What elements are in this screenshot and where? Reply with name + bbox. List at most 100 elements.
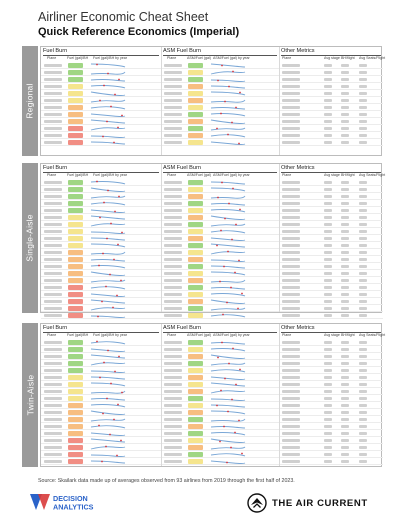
panel-rule bbox=[163, 332, 277, 333]
column-header: Plane bbox=[282, 56, 292, 60]
table-row bbox=[161, 256, 279, 263]
heat-cell bbox=[188, 306, 203, 311]
plane-cell bbox=[44, 446, 62, 449]
heat-cell bbox=[68, 243, 83, 248]
heat-cell bbox=[68, 91, 83, 96]
plane-cell bbox=[164, 99, 182, 102]
table-row bbox=[279, 395, 383, 402]
metric-cell bbox=[324, 397, 332, 400]
metric-cell bbox=[359, 134, 367, 137]
plane-cell bbox=[44, 460, 62, 463]
metric-cell bbox=[359, 432, 367, 435]
sparkline bbox=[210, 307, 246, 311]
metric-cell bbox=[341, 369, 349, 372]
metric-cell bbox=[324, 237, 332, 240]
plane-cell bbox=[44, 64, 62, 67]
plane-cell bbox=[44, 258, 62, 261]
sparkline bbox=[90, 91, 126, 96]
heat-cell bbox=[68, 438, 83, 443]
sparkline bbox=[210, 112, 246, 117]
spark-marker bbox=[107, 349, 109, 352]
metric-cell bbox=[341, 411, 349, 414]
spark-marker bbox=[98, 264, 100, 267]
table-row bbox=[41, 179, 161, 186]
metric-cell bbox=[341, 341, 349, 344]
plane-cell bbox=[164, 92, 182, 95]
table-row bbox=[279, 374, 383, 381]
spark-marker bbox=[216, 404, 218, 407]
column-header: ASM/Fuel (gal) by year bbox=[213, 173, 250, 177]
table-row bbox=[41, 374, 161, 381]
table-row bbox=[41, 270, 161, 277]
metric-cell bbox=[359, 78, 367, 81]
plane-cell bbox=[164, 188, 182, 191]
panel-other: Other Metrics Plane Avg stage BH/flight Avg … bbox=[279, 47, 385, 155]
table-row bbox=[41, 284, 161, 291]
sparkline bbox=[210, 347, 246, 352]
table-row bbox=[161, 339, 279, 346]
plane-cell bbox=[44, 390, 62, 393]
panel-title: Fuel Burn bbox=[43, 48, 68, 54]
heat-cell bbox=[188, 438, 203, 443]
metric-cell bbox=[359, 251, 367, 254]
spark-marker bbox=[220, 389, 222, 392]
metric-cell bbox=[341, 446, 349, 449]
table-row bbox=[41, 193, 161, 200]
plane-cell bbox=[44, 362, 62, 365]
heat-cell bbox=[68, 112, 83, 117]
heat-cell bbox=[68, 271, 83, 276]
spark-marker bbox=[219, 280, 221, 283]
heat-cell bbox=[188, 215, 203, 220]
heat-cell bbox=[188, 236, 203, 241]
metric-cell bbox=[359, 404, 367, 407]
metric-cell bbox=[359, 341, 367, 344]
metric-cell bbox=[359, 369, 367, 372]
plane-cell bbox=[44, 314, 62, 317]
spark-marker bbox=[235, 383, 237, 386]
metric-cell bbox=[324, 369, 332, 372]
heat-cell bbox=[188, 347, 203, 352]
plane-cell bbox=[164, 120, 182, 123]
plane-cell bbox=[282, 425, 300, 428]
panel-title: Other Metrics bbox=[281, 325, 315, 331]
heat-cell bbox=[188, 63, 203, 68]
table-row bbox=[41, 312, 161, 319]
sparkline bbox=[90, 410, 126, 415]
metric-cell bbox=[324, 453, 332, 456]
table-row bbox=[161, 69, 279, 76]
panel-divider bbox=[161, 164, 162, 312]
heat-cell bbox=[68, 354, 83, 359]
metric-cell bbox=[324, 71, 332, 74]
heat-cell bbox=[188, 382, 203, 387]
metric-cell bbox=[359, 127, 367, 130]
panel-asm: ASM Fuel Burn Plane ASM/Fuel (gal) ASM/Fuel… bbox=[161, 164, 279, 319]
metric-cell bbox=[359, 411, 367, 414]
spark-marker bbox=[99, 376, 101, 379]
spark-marker bbox=[221, 341, 223, 344]
spark-marker bbox=[113, 418, 115, 421]
table-row bbox=[41, 249, 161, 256]
panel-divider bbox=[279, 324, 280, 466]
plane-cell bbox=[282, 181, 300, 184]
spark-marker bbox=[96, 180, 98, 183]
spark-marker bbox=[239, 368, 241, 371]
metric-cell bbox=[359, 376, 367, 379]
sparkline bbox=[210, 229, 246, 234]
metric-cell bbox=[324, 195, 332, 198]
table-row bbox=[41, 221, 161, 228]
spark-marker bbox=[101, 300, 103, 303]
table-row bbox=[161, 298, 279, 305]
metric-cell bbox=[359, 209, 367, 212]
plane-cell bbox=[282, 237, 300, 240]
table-row bbox=[41, 69, 161, 76]
table-row bbox=[41, 263, 161, 270]
heat-cell bbox=[68, 278, 83, 283]
plane-cell bbox=[44, 92, 62, 95]
column-header: ASM/Fuel (gal) bbox=[187, 173, 211, 177]
plane-cell bbox=[164, 134, 182, 137]
metric-cell bbox=[324, 383, 332, 386]
metric-cell bbox=[341, 425, 349, 428]
table-row bbox=[41, 430, 161, 437]
metric-cell bbox=[324, 258, 332, 261]
sparkline bbox=[210, 259, 246, 262]
